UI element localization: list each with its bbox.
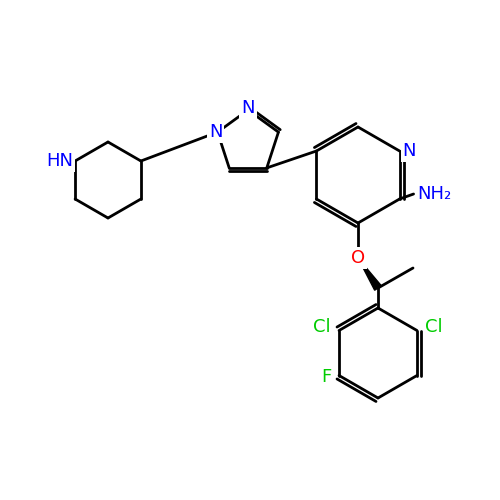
Text: N: N (402, 142, 416, 160)
Polygon shape (358, 258, 382, 290)
Text: HN: HN (46, 152, 73, 170)
Text: Cl: Cl (425, 318, 442, 336)
Text: NH₂: NH₂ (418, 185, 452, 203)
Text: N: N (241, 99, 255, 117)
Text: O: O (351, 249, 365, 267)
Text: N: N (209, 123, 222, 141)
Text: Cl: Cl (314, 318, 331, 336)
Text: F: F (321, 368, 331, 386)
